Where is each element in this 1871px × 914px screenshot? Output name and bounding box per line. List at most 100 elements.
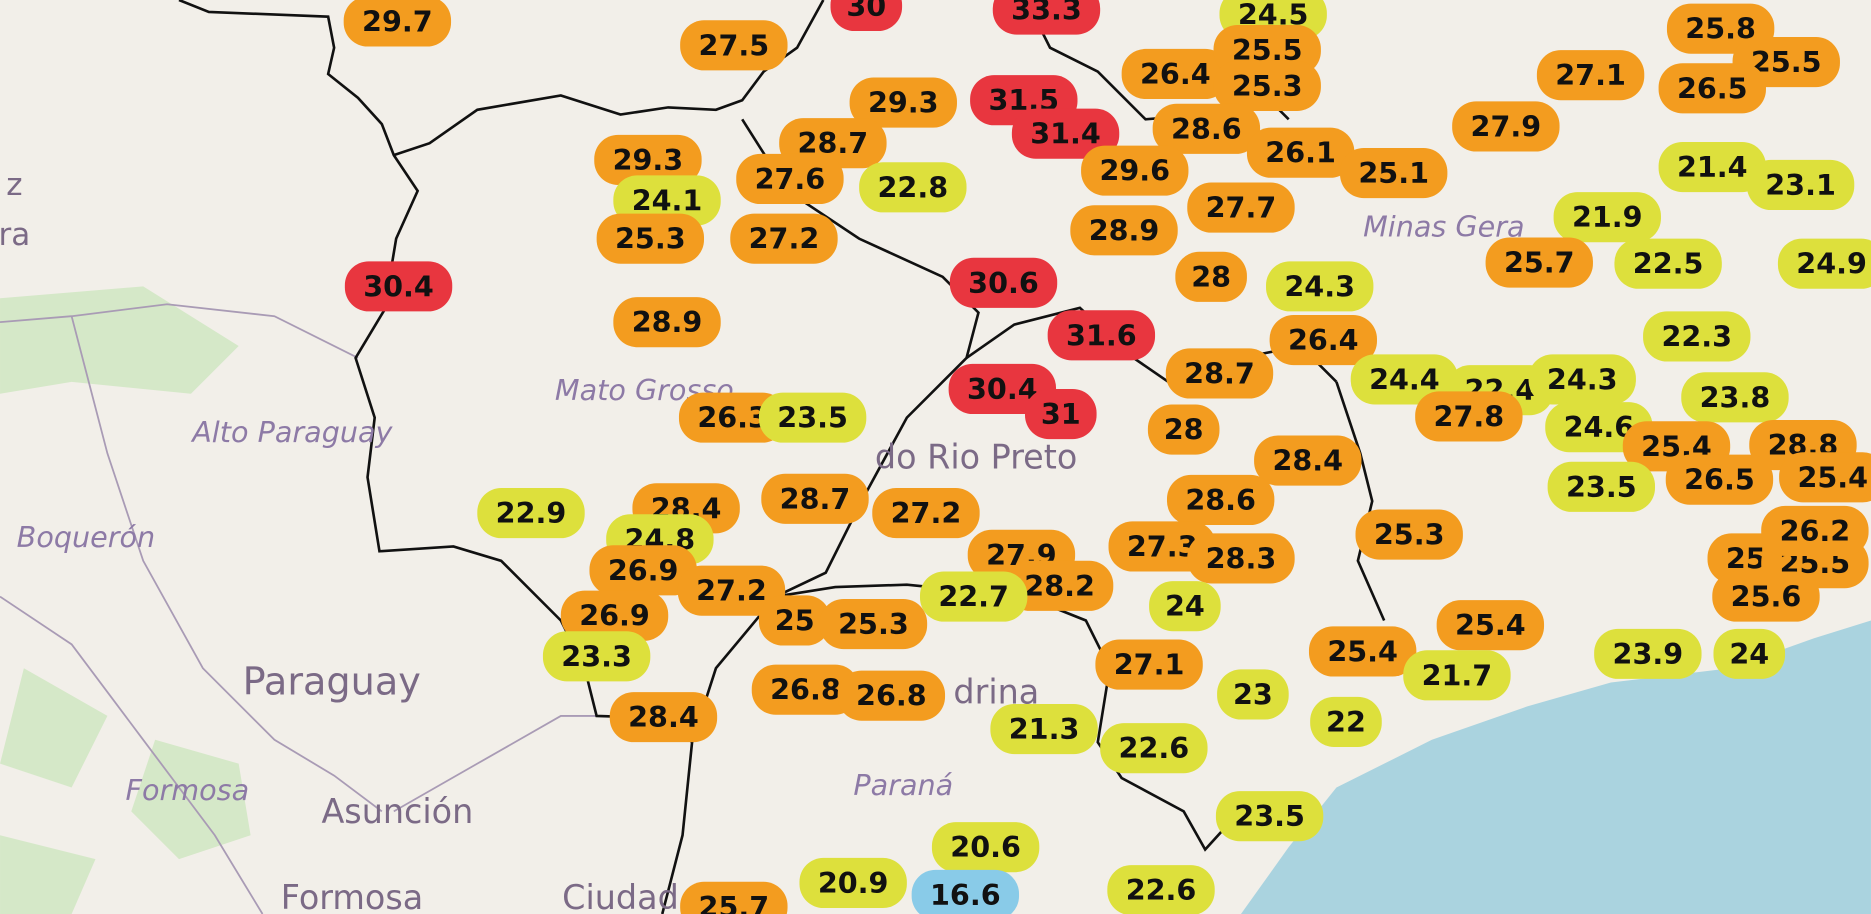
temperature-marker: 26.5 — [1658, 63, 1766, 114]
temperature-marker: 23.5 — [758, 392, 867, 443]
temperature-marker: 29.7 — [343, 0, 452, 47]
marker-pill — [1266, 261, 1374, 312]
marker-value: 24.3 — [1547, 362, 1618, 396]
marker-pill — [819, 598, 928, 650]
marker-pill — [919, 571, 1028, 622]
temperature-marker: 25.3 — [819, 598, 928, 650]
marker-value: 26.4 — [1288, 323, 1359, 357]
marker-value: 30.4 — [967, 372, 1038, 406]
marker-value: 26.3 — [697, 401, 768, 435]
temperature-marker: 21.7 — [1403, 650, 1511, 701]
marker-value: 28 — [1191, 260, 1231, 294]
marker-pill — [1594, 628, 1702, 679]
marker-pill — [680, 881, 788, 914]
marker-value: 28.4 — [628, 700, 699, 734]
marker-value: 28.7 — [780, 482, 851, 516]
temperature-marker: 23.1 — [1746, 159, 1855, 211]
place-label: Formosa — [126, 773, 250, 807]
marker-pill — [1254, 435, 1362, 486]
marker-pill — [1547, 461, 1656, 512]
marker-pill — [1217, 669, 1289, 720]
marker-pill — [1005, 560, 1114, 611]
place-label: Ciudad — [562, 878, 679, 914]
temperature-marker: 25.4 — [1436, 600, 1545, 651]
marker-pill — [613, 297, 721, 348]
marker-value: 28 — [1164, 413, 1204, 447]
marker-pill — [678, 392, 787, 443]
marker-value: 24.9 — [1796, 247, 1867, 281]
marker-pill — [1024, 388, 1097, 440]
marker-pill — [758, 595, 831, 646]
marker-value: 22.7 — [938, 580, 1009, 614]
temperature-marker: 24.3 — [1528, 354, 1636, 405]
temperature-marker: 23.9 — [1594, 628, 1702, 679]
place-label: Paraguay — [243, 661, 421, 705]
marker-value: 29.3 — [868, 86, 939, 120]
temperature-marker: 33.3 — [992, 0, 1101, 35]
temperature-marker: 25.3 — [1355, 509, 1463, 560]
marker-pill — [1528, 354, 1636, 405]
marker-pill — [1350, 354, 1459, 405]
temperature-marker: 16.6 — [911, 869, 1020, 914]
marker-pill — [1047, 310, 1156, 361]
place-label: do Rio Preto — [875, 437, 1077, 476]
place-label: Formosa — [281, 878, 423, 914]
marker-pill — [1355, 509, 1463, 560]
temperature-marker: 24 — [1713, 628, 1786, 679]
marker-value: 26.4 — [1140, 57, 1211, 91]
temperature-markers: 29.727.530 33.3 24.5 25.825.526.527.129.3 31… — [343, 0, 1871, 914]
marker-pill — [1614, 238, 1722, 289]
temperature-marker: 25 — [758, 595, 831, 646]
marker-pill — [1213, 60, 1321, 111]
marker-value: 21.4 — [1677, 150, 1748, 184]
marker-value: 27.1 — [1555, 58, 1626, 92]
marker-pill — [1310, 696, 1382, 747]
marker-value: 28.4 — [1272, 444, 1343, 478]
temperature-marker: 23.5 — [1215, 791, 1324, 842]
temperature-marker: 30 — [830, 0, 903, 32]
marker-pill — [594, 134, 702, 185]
marker-pill — [949, 257, 1058, 308]
temperature-marker: 26.9 — [560, 590, 669, 641]
marker-value: 31.6 — [1066, 318, 1137, 352]
marker-value: 24 — [1729, 637, 1769, 671]
marker-pill — [1269, 315, 1377, 366]
temperature-marker: 24.1 — [613, 175, 721, 226]
marker-pill — [1081, 145, 1189, 196]
ocean — [1240, 620, 1871, 914]
marker-value: 26.2 — [1780, 514, 1851, 548]
marker-pill — [1187, 533, 1295, 584]
temperature-marker: 28.3 — [1187, 533, 1295, 584]
marker-value: 33.3 — [1011, 0, 1082, 27]
temperature-marker: 22.9 — [477, 488, 585, 539]
marker-pill — [560, 590, 669, 641]
place-label: Minas Gera — [1363, 210, 1524, 244]
temperature-marker: 24 — [1149, 581, 1221, 632]
marker-value: 22 — [1326, 705, 1366, 739]
marker-value: 25.5 — [1751, 45, 1822, 79]
marker-value: 24.6 — [1564, 410, 1635, 444]
marker-value: 27.1 — [1114, 648, 1185, 682]
temperature-marker: 26.4 — [1121, 48, 1230, 100]
temperature-marker: 26.8 — [837, 670, 946, 721]
temperature-marker: 27.2 — [730, 213, 838, 264]
place-label: Boquerón — [17, 520, 156, 554]
marker-pill — [1436, 600, 1545, 651]
marker-pill — [613, 175, 721, 226]
temperature-marker: 30.6 — [949, 257, 1058, 308]
marker-value: 26.8 — [856, 679, 927, 713]
marker-pill — [1681, 372, 1789, 423]
temperature-marker: 22 — [1310, 696, 1382, 747]
temperature-marker: 20.6 — [931, 822, 1040, 873]
temperature-marker: 22.8 — [859, 162, 967, 213]
marker-value: 22.9 — [496, 496, 567, 530]
marker-value: 29.6 — [1099, 154, 1170, 188]
marker-value: 25.3 — [838, 607, 909, 641]
temperature-marker: 23.5 — [1547, 461, 1656, 512]
temperature-marker: 26.1 — [1246, 127, 1355, 178]
temperature-marker: 29.6 — [1081, 145, 1189, 196]
marker-pill — [1107, 865, 1215, 914]
temperature-marker: 28.7 — [1165, 348, 1274, 399]
marker-value: 23.1 — [1765, 168, 1836, 202]
marker-pill — [931, 822, 1040, 873]
